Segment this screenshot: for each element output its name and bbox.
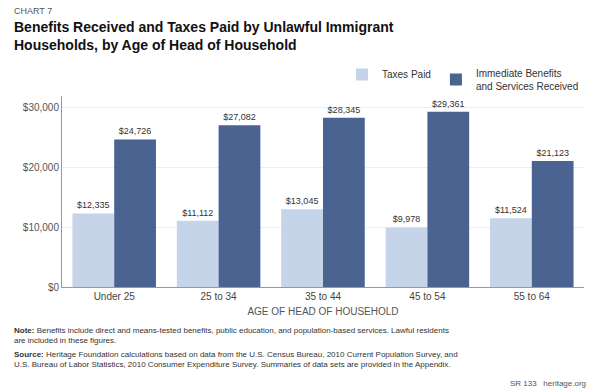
svg-text:$12,335: $12,335	[77, 200, 110, 210]
svg-text:$10,000: $10,000	[23, 222, 60, 233]
svg-text:$11,112: $11,112	[182, 208, 213, 218]
svg-text:$11,524: $11,524	[495, 205, 527, 215]
svg-text:$24,726: $24,726	[119, 126, 152, 136]
svg-text:$28,345: $28,345	[328, 105, 361, 115]
svg-text:Under 25: Under 25	[94, 291, 136, 302]
svg-text:SR 133 heritage.org: SR 133 heritage.org	[510, 379, 586, 388]
svg-text:Taxes Paid: Taxes Paid	[382, 69, 431, 80]
svg-text:$30,000: $30,000	[23, 102, 60, 113]
svg-text:Benefits Received and Taxes Pa: Benefits Received and Taxes Paid by Unla…	[14, 19, 394, 53]
svg-text:25 to 34: 25 to 34	[201, 291, 238, 302]
svg-text:$13,045: $13,045	[286, 196, 319, 206]
svg-text:AGE OF HEAD OF HOUSEHOLD: AGE OF HEAD OF HOUSEHOLD	[247, 306, 398, 317]
svg-text:Source: Heritage Foundation ca: Source: Heritage Foundation calculations…	[14, 350, 458, 369]
svg-text:$29,361: $29,361	[432, 99, 465, 109]
svg-text:55 to 64: 55 to 64	[514, 291, 551, 302]
svg-text:$20,000: $20,000	[23, 162, 60, 173]
svg-text:Immediate Benefitsand Services: Immediate Benefitsand Services Received	[476, 68, 578, 92]
svg-text:CHART 7: CHART 7	[14, 6, 52, 16]
svg-text:$27,082: $27,082	[223, 112, 256, 122]
svg-text:45 to 54: 45 to 54	[409, 291, 446, 302]
svg-text:$21,123: $21,123	[536, 148, 569, 158]
svg-text:$0: $0	[48, 282, 60, 293]
svg-text:35 to 44: 35 to 44	[305, 291, 342, 302]
svg-text:$9,978: $9,978	[393, 214, 421, 224]
svg-text:Note: Benefits include direct: Note: Benefits include direct and means-…	[14, 326, 449, 345]
